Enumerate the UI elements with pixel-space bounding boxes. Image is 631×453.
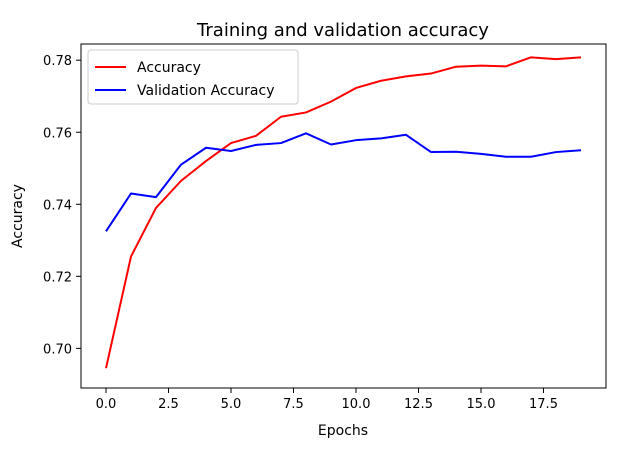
x-tick-label: 17.5 (529, 397, 558, 412)
x-tick-label: 15.0 (467, 397, 496, 412)
legend-label-accuracy: Accuracy (137, 60, 201, 76)
x-tick-label: 0.0 (96, 397, 117, 412)
x-tick-label: 10.0 (342, 397, 371, 412)
x-axis-label: Epochs (318, 423, 368, 439)
y-tick-label: 0.72 (43, 270, 72, 285)
y-tick-label: 0.78 (43, 54, 72, 69)
x-tick-label: 5.0 (221, 397, 242, 412)
chart-title: Training and validation accuracy (196, 20, 489, 41)
series-line-validation-accuracy (105, 132, 582, 232)
legend-box (87, 49, 299, 105)
y-tick-label: 0.74 (43, 198, 72, 213)
y-tick-label: 0.76 (43, 126, 72, 141)
legend: Accuracy Validation Accuracy (87, 49, 299, 105)
x-tick-label: 12.5 (404, 397, 433, 412)
x-tick-label: 2.5 (158, 397, 179, 412)
series-line-accuracy (105, 56, 582, 369)
legend-label-validation-accuracy: Validation Accuracy (137, 83, 275, 99)
y-tick-label: 0.70 (43, 342, 72, 357)
x-axis-ticks: 0.0 2.5 5.0 7.5 10.0 12.5 15.0 17.5 (96, 388, 558, 412)
plot-lines (105, 56, 582, 369)
y-axis-ticks: 0.70 0.72 0.74 0.76 0.78 (43, 54, 81, 357)
plot-frame (80, 43, 607, 389)
y-axis-label: Accuracy (10, 184, 26, 248)
x-tick-label: 7.5 (283, 397, 304, 412)
